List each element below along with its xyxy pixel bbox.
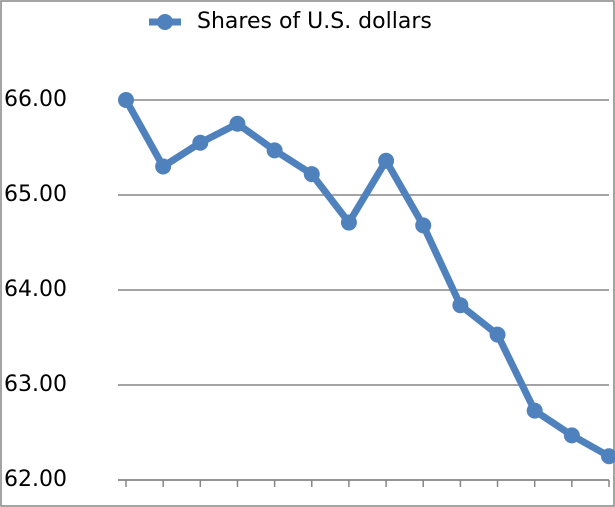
point [563,427,580,444]
legend-marker [157,14,173,30]
y-tick-label: 65.00 [4,182,67,207]
point [340,214,357,231]
point [266,142,283,159]
point [303,166,320,183]
y-tick-label: 63.00 [4,372,67,397]
legend-label: Shares of U.S. dollars [197,9,432,34]
point [452,297,469,314]
point [601,448,615,465]
y-tick-label: 66.00 [4,87,67,112]
point [526,402,543,419]
point [229,115,246,132]
point [192,134,209,151]
y-tick-label: 62.00 [4,467,67,492]
point [118,92,134,108]
point [155,158,172,175]
y-tick-label: 64.00 [4,277,67,302]
point [415,217,432,234]
point [489,326,506,343]
point [378,152,395,169]
